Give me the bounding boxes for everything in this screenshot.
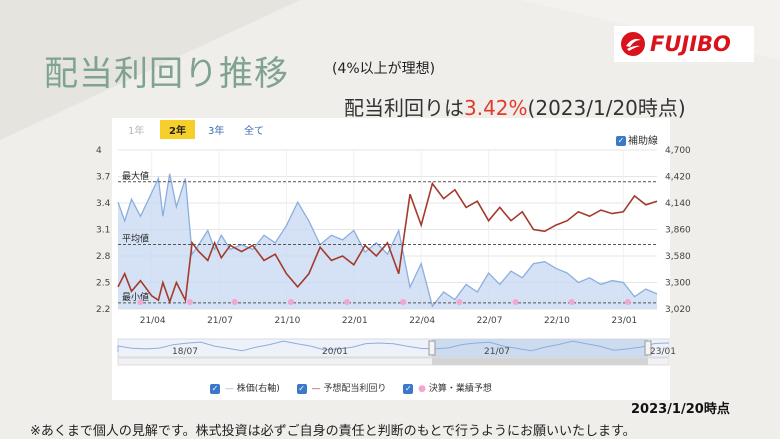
navigator-label: 21/07 (484, 347, 510, 357)
price-area (118, 173, 657, 309)
y-left-tick-label: 2.5 (96, 279, 110, 289)
x-tick-label: 22/10 (544, 316, 570, 326)
event-marker (137, 299, 144, 305)
y-right-tick-label: 3,300 (665, 279, 691, 289)
event-marker (287, 299, 294, 305)
headline-value: 3.42% (464, 96, 528, 120)
checkbox-checked-icon: ✓ (296, 383, 307, 394)
company-logo: FUJIBO (614, 26, 754, 62)
event-marker (568, 299, 575, 305)
navigator-handle-left (428, 340, 436, 356)
headline-suffix: (2023/1/20時点) (527, 96, 686, 120)
checkbox-checked-icon: ✓ (210, 383, 220, 394)
navigator-series (117, 340, 670, 352)
price-line-icon: — (224, 384, 234, 394)
y-right-tick-label: 4,420 (665, 173, 691, 183)
navigator-label: 18/07 (172, 347, 198, 357)
date-note: 2023/1/20時点 (631, 402, 730, 417)
navigator-label: 20/01 (322, 347, 348, 357)
reference-line-label: 最大値 (122, 170, 149, 182)
logo-text: FUJIBO (650, 32, 731, 56)
y-right-tick-label: 3,020 (665, 305, 691, 315)
y-left-tick-label: 3.4 (96, 199, 111, 209)
disclaimer-footer: ※あくまで個人の見解です。株式投資は必ずご自身の責任と判断のもとで行うようにお願… (30, 424, 636, 439)
checkbox-checked-icon: ✓ (403, 383, 414, 394)
range-button-2y[interactable]: 2年 (160, 120, 195, 139)
legend-events-label: 決算・業績予想 (428, 384, 492, 394)
legend-events[interactable]: ✓ ● 決算・業績予想 (403, 383, 492, 394)
x-tick-label: 21/04 (140, 316, 166, 326)
event-marker (624, 299, 631, 305)
aux-line-toggle[interactable]: ✓ 補助線 (616, 132, 658, 147)
yield-line-icon: — (311, 384, 321, 394)
range-button-1y[interactable]: 1年 (128, 126, 145, 137)
reference-line-label: 最小値 (122, 291, 149, 303)
x-tick-label: 23/01 (611, 316, 637, 326)
legend-price-label: 株価(右軸) (236, 384, 280, 394)
y-right-tick-label: 4,700 (665, 146, 691, 156)
legend-yield-label: 予想配当利回り (323, 384, 387, 394)
reference-line-label: 平均値 (122, 233, 149, 245)
event-marker (400, 299, 407, 305)
event-marker (456, 299, 463, 305)
event-marker (344, 299, 351, 305)
navigator-scrollbar-thumb (432, 358, 648, 365)
page-subtitle: (4%以上が理想) (332, 61, 436, 77)
legend-yield[interactable]: ✓ — 予想配当利回り (296, 383, 387, 394)
navigator-handle-right (644, 340, 652, 356)
aux-line-label: 補助線 (628, 136, 658, 147)
navigator-scrollbar (117, 357, 670, 366)
yield-headline: 配当利回りは3.42%(2023/1/20時点) (344, 92, 686, 121)
event-marker (231, 299, 238, 305)
x-tick-label: 21/10 (274, 316, 300, 326)
y-right-tick-label: 4,140 (665, 199, 691, 209)
chart-legend: ✓ — 株価(右軸) ✓ — 予想配当利回り ✓ ● 決算・業績予想 (210, 381, 506, 394)
event-marker (186, 299, 193, 305)
legend-price[interactable]: ✓ — 株価(右軸) (210, 383, 280, 394)
x-tick-label: 22/07 (477, 316, 503, 326)
y-right-tick-label: 3,580 (665, 252, 691, 262)
yield-line (117, 181, 658, 305)
y-left-tick-label: 3.1 (96, 226, 110, 236)
x-tick-label: 22/01 (342, 316, 368, 326)
y-left-tick-label: 4 (96, 146, 102, 156)
event-marker (512, 299, 519, 305)
event-dot-icon: ● (418, 384, 427, 394)
navigator-label: 23/01 (650, 347, 676, 357)
x-tick-label: 21/07 (207, 316, 233, 326)
headline-prefix: 配当利回りは (344, 96, 464, 120)
range-button-all[interactable]: 全て (244, 126, 264, 137)
page-title: 配当利回り推移 (44, 54, 289, 94)
fujibo-logo-icon (621, 32, 645, 56)
y-left-tick-label: 2.8 (96, 252, 111, 262)
x-tick-label: 22/04 (409, 316, 435, 326)
price-line (117, 173, 658, 308)
y-left-tick-label: 2.2 (96, 305, 110, 315)
y-right-tick-label: 3,860 (665, 226, 691, 236)
range-button-3y[interactable]: 3年 (208, 126, 225, 137)
y-left-tick-label: 3.7 (96, 173, 110, 183)
checkbox-checked-icon: ✓ (616, 136, 626, 146)
